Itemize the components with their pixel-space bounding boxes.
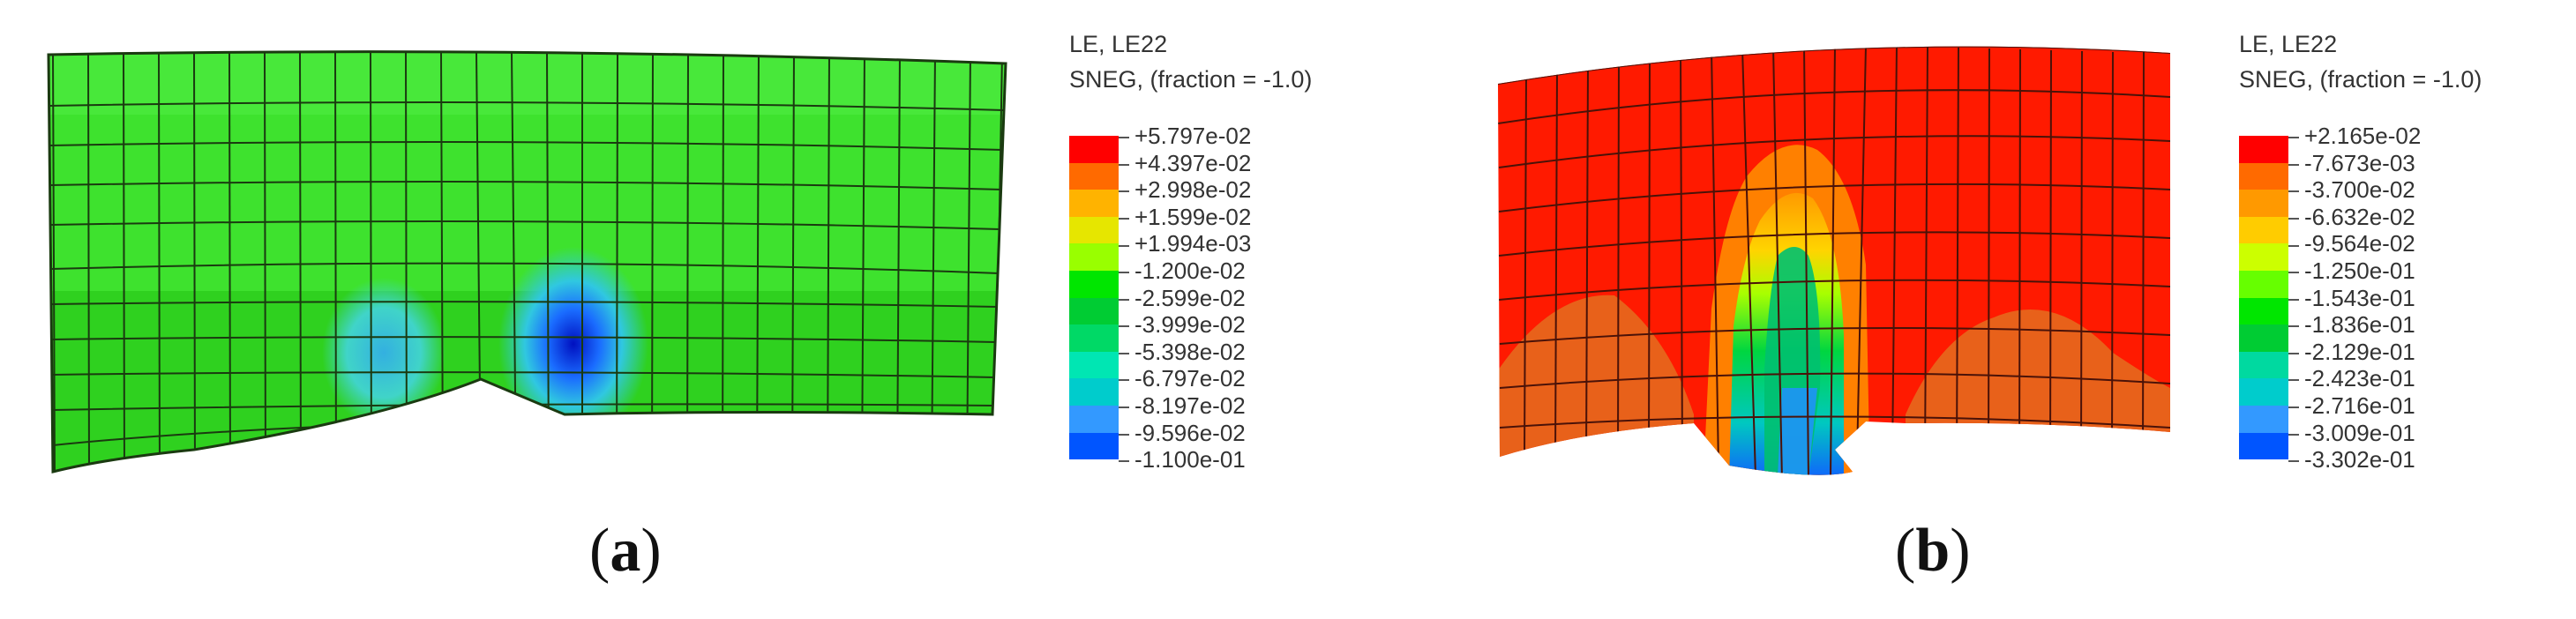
legend-swatch [2239,351,2288,379]
legend-tick-label: -1.200e-02 [1119,257,1251,285]
legend-swatch [2239,162,2288,190]
legend-swatches-b [2239,136,2288,460]
legend-swatch [1069,351,1119,379]
legend-tick-label: -3.999e-02 [1119,311,1251,339]
legend-swatch [1069,190,1119,217]
legend-tick-label: +1.599e-02 [1119,204,1251,231]
legend-title-a: LE, LE22 [1069,31,1168,57]
legend-tick-label: -5.398e-02 [1119,339,1251,366]
legend-tick-label: -2.129e-01 [2288,339,2421,366]
legend-tick-label: +5.797e-02 [1119,123,1251,150]
legend-swatch [2239,432,2288,460]
legend-swatch [1069,216,1119,244]
legend-swatch [2239,324,2288,352]
legend-tick-label: -1.250e-01 [2288,257,2421,285]
caption-b: (b) [1895,517,1971,585]
legend-swatch [2239,216,2288,244]
legend-swatch [1069,324,1119,352]
legend-swatch [2239,243,2288,271]
panel-b: LE, LE22 SNEG, (fraction = -1.0) +2.165e… [1288,0,2576,619]
legend-tick-label: -6.632e-02 [2288,204,2421,231]
legend-tick-label: -3.302e-01 [2288,446,2421,474]
legend-b: LE, LE22 SNEG, (fraction = -1.0) +2.165e… [2239,26,2576,473]
legend-swatch [2239,136,2288,163]
legend-tick-label: -2.716e-01 [2288,392,2421,420]
legend-a: LE, LE22 SNEG, (fraction = -1.0) +5.797e… [1069,26,1440,473]
legend-swatch [1069,378,1119,406]
legend-tick-label: +2.165e-02 [2288,123,2421,150]
legend-swatch [1069,405,1119,433]
legend-tick-label: +2.998e-02 [1119,176,1251,204]
legend-swatch [2239,405,2288,433]
legend-swatch [1069,162,1119,190]
legend-swatches-a [1069,136,1119,460]
legend-tick-label: -1.543e-01 [2288,285,2421,312]
legend-swatch [2239,190,2288,217]
mesh-plot-a [47,50,1007,474]
legend-swatch [2239,297,2288,325]
legend-swatch [2239,378,2288,406]
legend-swatch [1069,432,1119,460]
legend-swatch [1069,297,1119,325]
legend-tick-label: -2.599e-02 [1119,285,1251,312]
legend-tick-label: -8.197e-02 [1119,392,1251,420]
legend-swatch [1069,243,1119,271]
legend-swatch [1069,270,1119,298]
legend-tick-label: -1.100e-01 [1119,446,1251,474]
panel-a: LE, LE22 SNEG, (fraction = -1.0) +5.797e… [0,0,1288,619]
legend-tick-label: -9.564e-02 [2288,230,2421,257]
legend-tick-label: -1.836e-01 [2288,311,2421,339]
legend-tick-label: -3.009e-01 [2288,420,2421,447]
legend-tick-label: -6.797e-02 [1119,365,1251,392]
legend-tick-label: -3.700e-02 [2288,176,2421,204]
legend-tick-label: -9.596e-02 [1119,420,1251,447]
legend-tick-label: -2.423e-01 [2288,365,2421,392]
legend-ticks-a: +5.797e-02 +4.397e-02 +2.998e-02 +1.599e-02… [1119,123,1251,474]
caption-a: (a) [589,517,662,585]
legend-swatch [2239,270,2288,298]
legend-tick-label: -7.673e-03 [2288,150,2421,177]
mesh-plot-b [1498,46,2170,475]
legend-swatch [1069,136,1119,163]
legend-tick-label: +1.994e-03 [1119,230,1251,257]
legend-title-b: LE, LE22 [2239,31,2338,57]
legend-subtitle-b: SNEG, (fraction = -1.0) [2239,66,2482,93]
legend-subtitle-a: SNEG, (fraction = -1.0) [1069,66,1313,93]
legend-ticks-b: +2.165e-02 -7.673e-03 -3.700e-02 -6.632e-02… [2288,123,2421,474]
legend-tick-label: +4.397e-02 [1119,150,1251,177]
